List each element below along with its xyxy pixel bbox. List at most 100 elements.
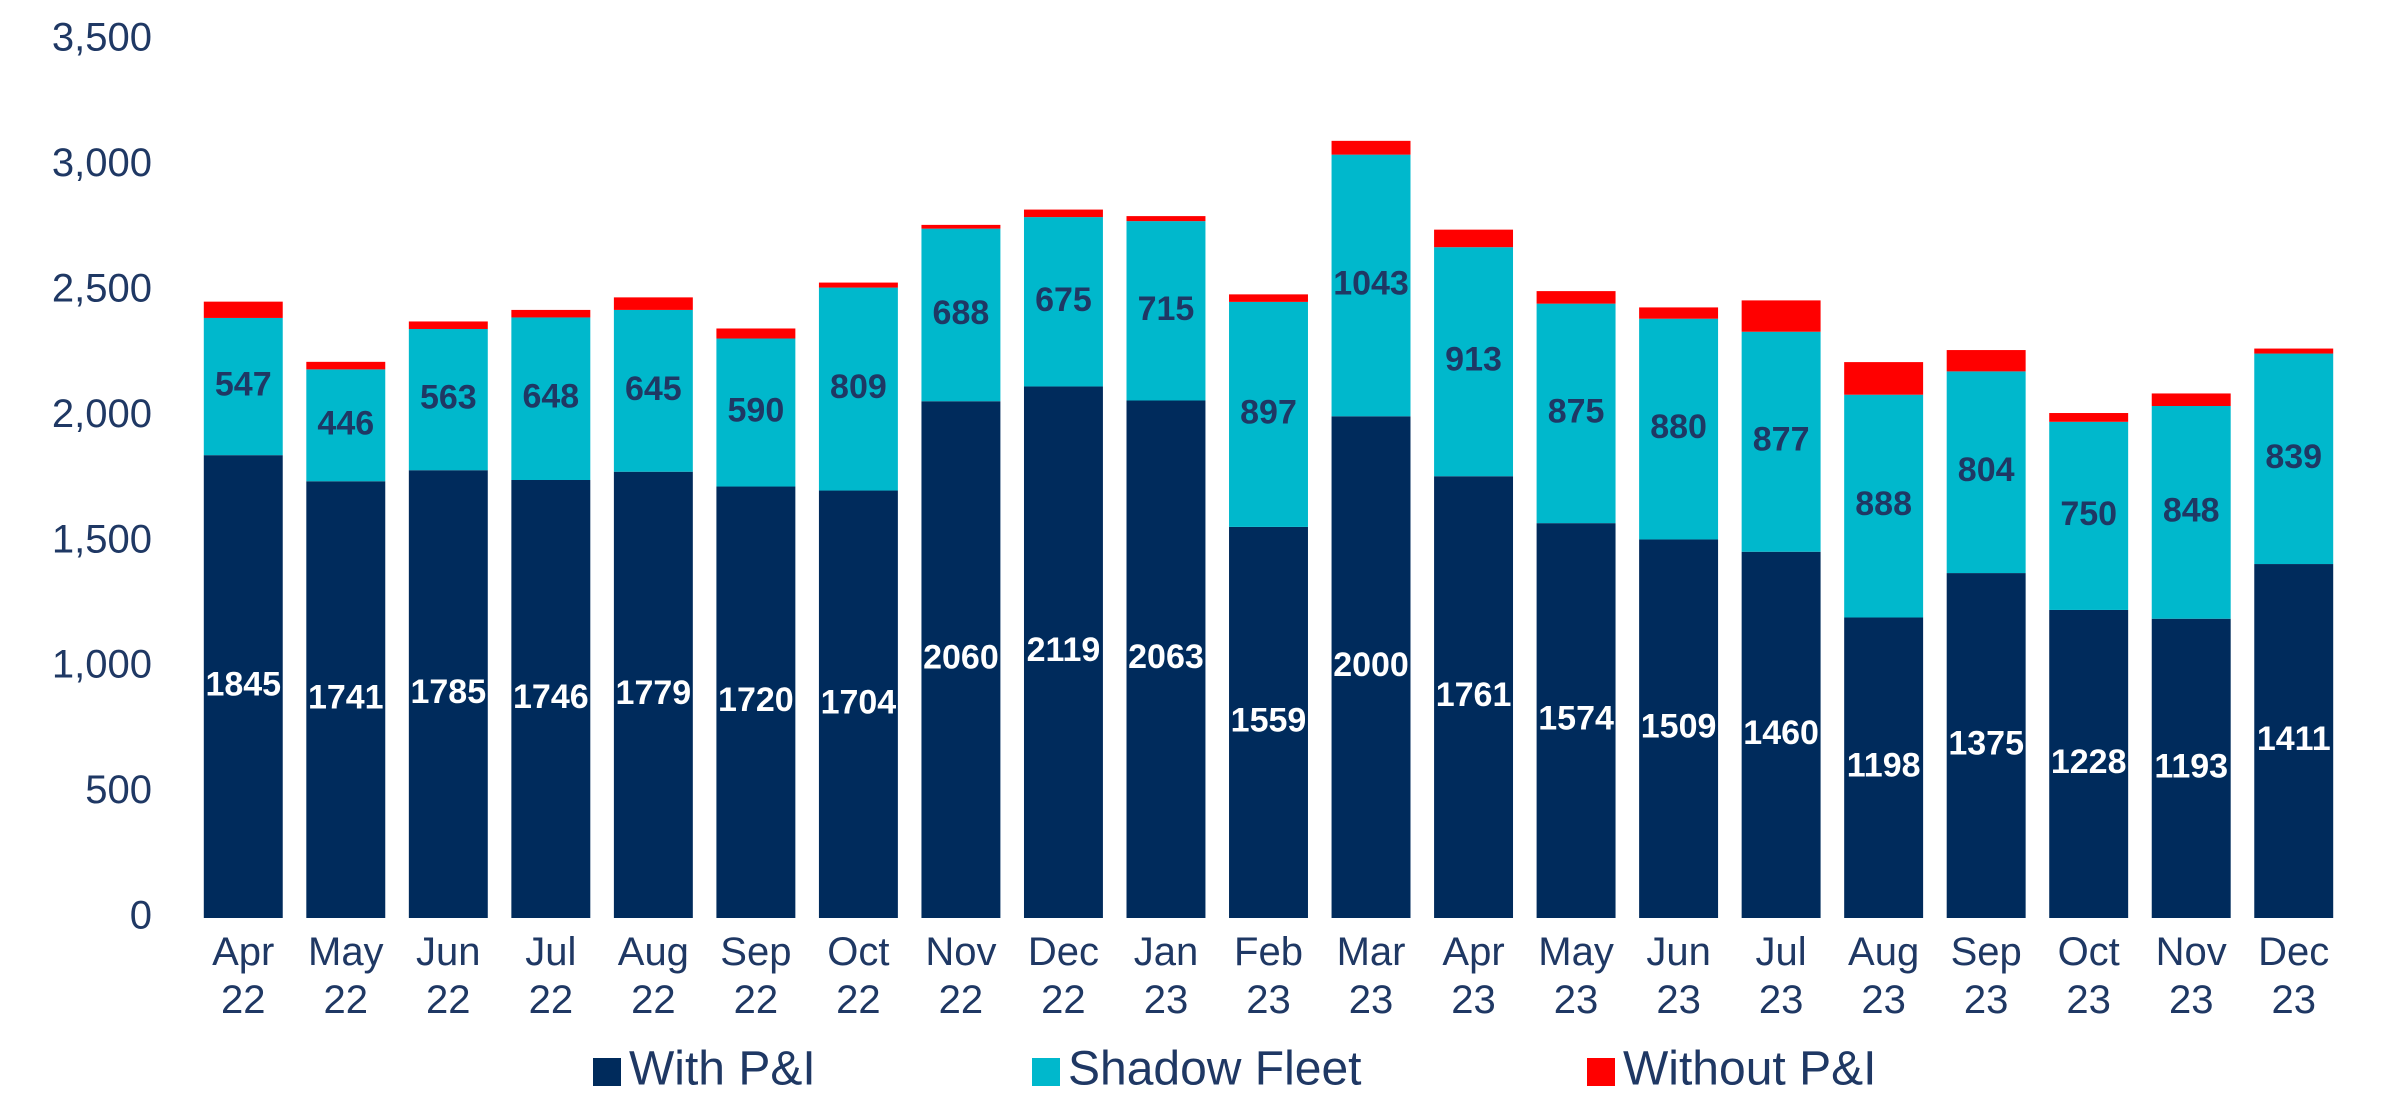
bar-segment [203, 301, 283, 318]
y-tick-label: 1,500 [52, 517, 152, 561]
bar-segment [921, 401, 1001, 919]
data-label: 809 [830, 368, 887, 406]
bar-segment [1946, 350, 2026, 372]
data-label: 1509 [1641, 708, 1717, 746]
data-label: 1741 [308, 679, 384, 717]
bar-segment [1126, 400, 1206, 919]
legend-label: Without P&I [1623, 1043, 1876, 1096]
bar-segment [2151, 393, 2231, 407]
bar-segment [1126, 216, 1206, 222]
bar-segment [1741, 331, 1821, 552]
x-tick-label: Dec 23 [2258, 930, 2330, 1022]
data-label: 1574 [1538, 700, 1614, 738]
bar-segment [1741, 551, 1821, 918]
data-label: 913 [1445, 341, 1502, 379]
bar-segment [1844, 617, 1924, 918]
bar-segment [921, 228, 1001, 402]
x-tick-label: Dec 22 [1027, 930, 1100, 1022]
bar-segment [1536, 303, 1616, 524]
x-tick-label: Nov 23 [2155, 930, 2227, 1022]
y-tick-label: 500 [85, 768, 152, 812]
data-label: 1704 [821, 683, 897, 721]
bar-segment [511, 309, 591, 318]
x-tick-label: Jun 22 [416, 930, 481, 1022]
bar-segment [1229, 526, 1308, 918]
bar-segment [1741, 300, 1821, 332]
data-label: 1785 [410, 673, 486, 711]
bar-segment [1844, 362, 1924, 395]
y-tick-label: 0 [130, 894, 152, 938]
bar-segment [2049, 609, 2129, 918]
y-tick-label: 3,500 [52, 16, 152, 60]
data-label: 1845 [205, 666, 281, 704]
data-label: 888 [1855, 485, 1912, 523]
bar-segment [1639, 307, 1719, 319]
bar-segment [1434, 229, 1514, 248]
data-label: 839 [2265, 438, 2322, 476]
bar-segment [1639, 539, 1719, 918]
bar-segment [818, 490, 898, 918]
x-tick-label: Jun 23 [1646, 930, 1711, 1022]
x-tick-label: Feb 23 [1234, 930, 1303, 1022]
bar-segment [511, 480, 591, 918]
data-label: 645 [625, 370, 682, 408]
legend-swatch [1587, 1058, 1615, 1086]
bar-segment [306, 369, 386, 482]
bar-segment [1434, 476, 1514, 918]
bar-segment [818, 287, 898, 491]
data-label: 750 [2060, 495, 2117, 533]
x-tick-label: Apr 23 [1442, 930, 1505, 1022]
data-label: 590 [728, 392, 785, 430]
bar-segment [1639, 318, 1719, 540]
data-label: 1746 [513, 678, 589, 716]
bar-segment [2254, 348, 2334, 354]
bar-segment [1946, 371, 2026, 574]
bar-segment [511, 317, 591, 481]
data-label: 1779 [616, 674, 692, 712]
data-label: 675 [1035, 281, 1092, 319]
bar-segment [716, 486, 796, 918]
bar-segment [1331, 154, 1411, 417]
legend-label: With P&I [629, 1043, 816, 1096]
data-label: 1460 [1743, 714, 1819, 752]
legend-label: Shadow Fleet [1068, 1043, 1362, 1096]
bar-segment [1331, 140, 1411, 155]
bar-segment [1434, 247, 1514, 477]
x-tick-label: Mar 23 [1336, 930, 1406, 1022]
data-label: 1411 [2257, 720, 2331, 758]
data-label: 1720 [718, 681, 794, 719]
x-tick-label: Sep 23 [1950, 930, 2022, 1022]
bar-segment [2151, 618, 2231, 918]
x-tick-label: May 23 [1538, 930, 1614, 1022]
data-label: 877 [1753, 421, 1810, 459]
bar-segment [306, 361, 386, 370]
y-tick-label: 3,000 [52, 141, 152, 185]
y-tick-label: 2,000 [52, 392, 152, 436]
bar-segment [2254, 353, 2334, 565]
bar-segment [1126, 221, 1206, 401]
x-tick-label: Nov 22 [925, 930, 997, 1022]
x-tick-label: Aug 22 [617, 930, 689, 1022]
data-label: 880 [1650, 408, 1707, 446]
bar-segment [1023, 217, 1103, 387]
y-tick-label: 2,500 [52, 266, 152, 310]
bar-segment [408, 328, 488, 471]
data-label: 2000 [1333, 646, 1409, 684]
bar-segment [1229, 294, 1308, 302]
data-label: 2063 [1128, 638, 1204, 676]
bar-segment [716, 338, 796, 487]
bar-segment [2151, 406, 2231, 619]
data-label: 688 [933, 294, 990, 332]
x-tick-label: Apr 22 [212, 930, 275, 1022]
data-label: 1559 [1231, 701, 1307, 739]
data-label: 1043 [1333, 264, 1409, 302]
bar-segment [1946, 573, 2026, 918]
bar-segment [1023, 386, 1103, 918]
x-tick-label: May 22 [307, 930, 384, 1022]
data-label: 804 [1958, 451, 2015, 489]
bar-segment [2049, 413, 2129, 422]
data-label: 563 [420, 379, 477, 417]
bar-segment [716, 328, 796, 339]
x-tick-label: Jul 22 [525, 930, 577, 1022]
